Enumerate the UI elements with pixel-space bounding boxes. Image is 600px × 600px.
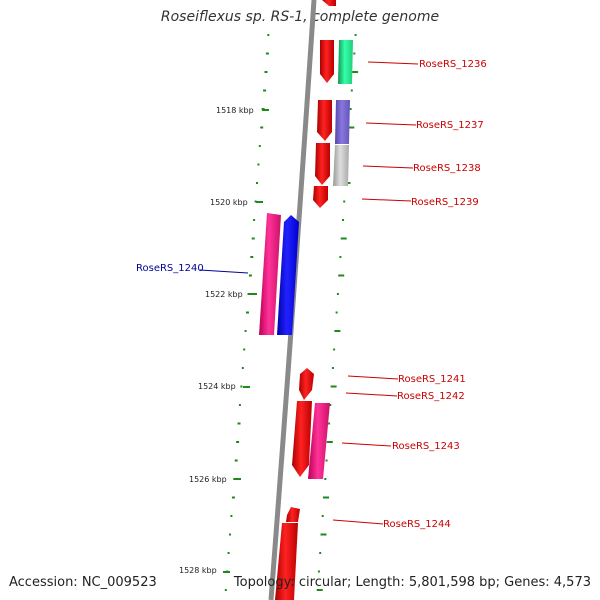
- gene-arrow-rosers-1240-blue[interactable]: [277, 215, 299, 335]
- genome-title: Roseiflexus sp. RS-1, complete genome: [160, 9, 440, 25]
- gene-arrow-rosers-1239[interactable]: [313, 186, 328, 208]
- gene-arrow-rosers-1237-purple[interactable]: [335, 100, 350, 144]
- leader-line: [345, 392, 398, 397]
- gene-label-rosers-1240[interactable]: RoseRS_1240: [136, 263, 204, 274]
- gene-arrow-rosers-1236-green[interactable]: [338, 40, 353, 84]
- leader-line: [199, 269, 249, 274]
- leader-line: [332, 519, 384, 525]
- gene-arrow-rosers-1243[interactable]: [308, 403, 330, 479]
- leader-line: [361, 198, 412, 202]
- scale-label: 1526 kbp: [189, 475, 227, 484]
- gene-features: [259, 0, 353, 600]
- scale-track: 1518 kbp 1520 kbp 1522 kbp 1524 kbp 1526…: [179, 106, 269, 575]
- gene-label-rosers-1238[interactable]: RoseRS_1238: [413, 163, 481, 174]
- leader-line: [347, 375, 399, 380]
- gene-arrow-rosers-1244-top[interactable]: [286, 507, 300, 522]
- gene-arrow-rosers-1241[interactable]: [299, 368, 314, 400]
- scale-label: 1520 kbp: [210, 198, 248, 207]
- gene-arrow-rosers-1240-pink[interactable]: [259, 213, 281, 335]
- leader-line: [362, 165, 414, 169]
- gene-label-rosers-1242[interactable]: RoseRS_1242: [397, 391, 465, 402]
- leader-line: [365, 122, 417, 126]
- topology-text: Topology: circular; Length: 5,801,598 bp…: [233, 575, 591, 590]
- gene-label-rosers-1239[interactable]: RoseRS_1239: [411, 197, 479, 208]
- gene-arrow-rosers-1238-gray[interactable]: [333, 145, 349, 186]
- leader-line: [367, 61, 419, 65]
- gene-arrow-rosers-1238[interactable]: [315, 143, 330, 185]
- gene-arrow-rosers-1244[interactable]: [275, 523, 298, 600]
- gene-arrow-top-partial[interactable]: [322, 0, 336, 6]
- gene-label-rosers-1243[interactable]: RoseRS_1243: [392, 441, 460, 452]
- gene-arrow-rosers-1242[interactable]: [292, 401, 312, 477]
- scale-label: 1524 kbp: [198, 382, 236, 391]
- gene-label-rosers-1244[interactable]: RoseRS_1244: [383, 519, 451, 530]
- scale-label: 1528 kbp: [179, 566, 217, 575]
- gene-label-group: RoseRS_1236 RoseRS_1237 RoseRS_1238 Rose…: [136, 59, 487, 530]
- gene-arrow-rosers-1236-red[interactable]: [320, 40, 334, 83]
- gene-label-rosers-1241[interactable]: RoseRS_1241: [398, 374, 466, 385]
- gene-label-rosers-1236[interactable]: RoseRS_1236: [419, 59, 487, 70]
- gene-label-rosers-1237[interactable]: RoseRS_1237: [416, 120, 484, 131]
- gene-arrow-rosers-1237[interactable]: [317, 100, 332, 141]
- accession-text: Accession: NC_009523: [9, 575, 157, 590]
- scale-label: 1518 kbp: [216, 106, 254, 115]
- leader-line: [341, 442, 392, 447]
- scale-label: 1522 kbp: [205, 290, 243, 299]
